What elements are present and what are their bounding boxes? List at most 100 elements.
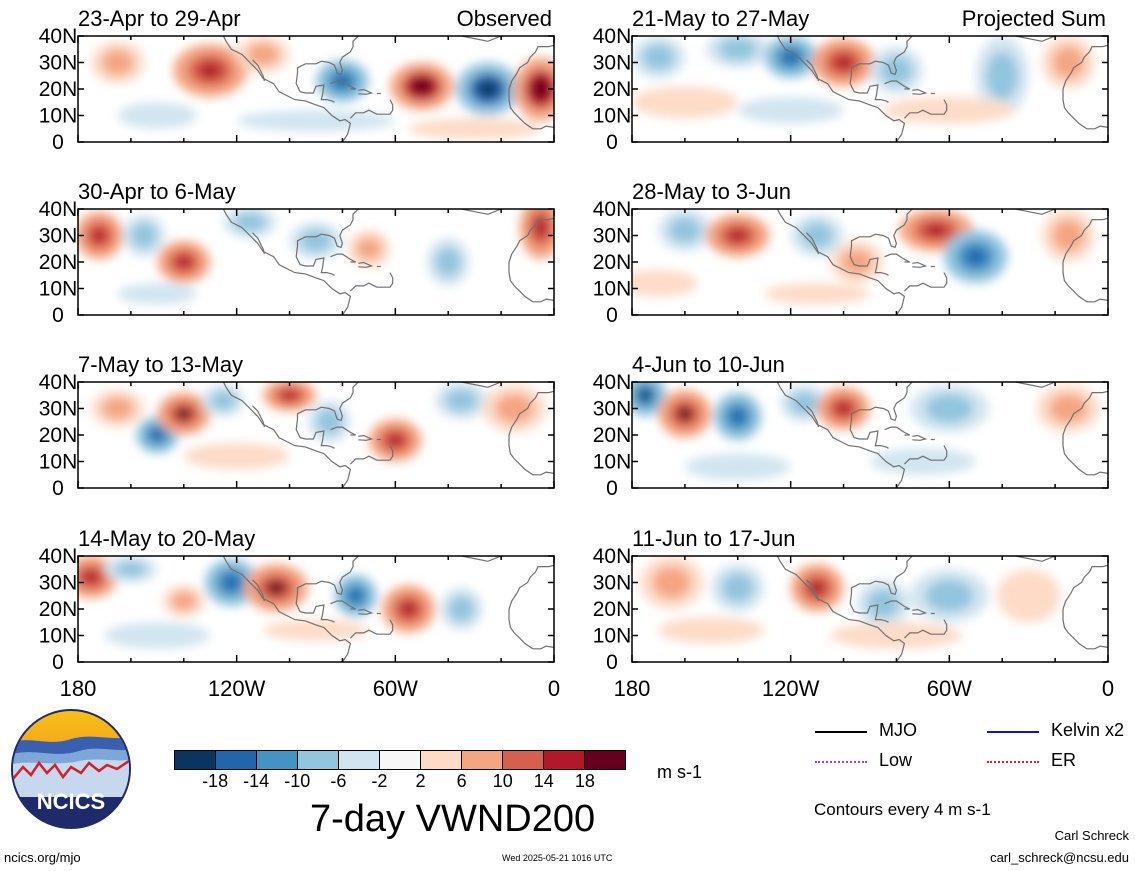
coastline bbox=[806, 579, 819, 602]
map-panel-p5: 40N 30N 20N 10N 0 7-May to 13-May bbox=[39, 352, 555, 500]
colorbar-tick-labels: -18 -14 -10 -6 -2 2 6 10 14 18 bbox=[174, 770, 626, 792]
anomaly-blob bbox=[925, 579, 974, 612]
coastline bbox=[903, 99, 948, 119]
colorbar-tick-label: -2 bbox=[371, 771, 388, 791]
anomaly-blob bbox=[986, 51, 1019, 100]
coastline bbox=[1015, 556, 1056, 562]
coastline bbox=[806, 232, 819, 255]
anomaly-blob bbox=[669, 217, 701, 243]
anomaly-blob bbox=[867, 589, 900, 619]
coastline bbox=[330, 80, 356, 90]
coastline bbox=[1062, 217, 1108, 263]
anomaly-blob bbox=[785, 287, 849, 301]
lat-tick-label: 10N bbox=[39, 278, 78, 301]
coastline bbox=[912, 88, 928, 95]
anomaly-blob bbox=[782, 50, 799, 64]
coastline bbox=[903, 619, 948, 639]
colorbar-tick-label: -18 bbox=[202, 771, 229, 791]
panel-date-label: 7-May to 13-May bbox=[78, 352, 243, 377]
lat-tick-label: 20N bbox=[593, 598, 632, 621]
anomaly-blob bbox=[316, 409, 342, 435]
map-panel-p6: 40N 30N 20N 10N 0 4-Jun to 10-Jun bbox=[593, 352, 1109, 500]
coastlines bbox=[776, 36, 1108, 142]
anomaly-blob bbox=[856, 627, 937, 644]
coastline bbox=[912, 434, 928, 441]
anomaly-blob bbox=[387, 433, 404, 447]
anomaly-blob bbox=[175, 255, 192, 269]
coastline bbox=[295, 419, 335, 449]
anomaly-blob bbox=[234, 212, 266, 232]
map-panel-p1: 40N 30N 20N 10N 0 23-Apr to 29-Apr Observed bbox=[39, 6, 555, 154]
coastline bbox=[912, 608, 928, 615]
lon-tick-label: 180 bbox=[614, 676, 651, 701]
lat-tick-label: 20N bbox=[39, 598, 78, 621]
colorbar-box bbox=[585, 751, 625, 769]
lat-tick-label: 0 bbox=[52, 651, 64, 674]
footer-email: carl_schreck@ncsu.edu bbox=[990, 850, 1129, 865]
anomaly-blob bbox=[891, 453, 955, 470]
map-panel-p2: 40N 30N 20N 10N 0 21-May to 27-May Projected S… bbox=[593, 6, 1109, 154]
anomaly-blob bbox=[266, 580, 286, 595]
coastline bbox=[252, 579, 265, 602]
anomaly-field bbox=[78, 209, 554, 305]
coastline bbox=[776, 209, 906, 315]
coastline bbox=[252, 405, 265, 428]
colorbar-tick-label: 18 bbox=[574, 771, 595, 791]
coastline bbox=[1015, 209, 1056, 215]
anomaly-blob bbox=[400, 601, 417, 617]
anomaly-blob bbox=[728, 229, 748, 242]
logo-text: NCICS bbox=[37, 789, 105, 814]
lon-tick-label: 120W bbox=[762, 676, 820, 701]
anomaly-field bbox=[78, 556, 483, 649]
lat-tick-label: 40N bbox=[593, 371, 632, 394]
coastline bbox=[849, 419, 889, 449]
lat-tick-label: 10N bbox=[39, 105, 78, 128]
map-panel-p7: 40N 30N 20N 10N 0 14-May to 20-May 180 120W 60W 0 bbox=[39, 526, 560, 701]
coastline bbox=[330, 253, 356, 263]
colorbar-units: m s-1 bbox=[657, 762, 702, 782]
coastline bbox=[508, 44, 554, 90]
legend-label-er: ER bbox=[1051, 750, 1077, 770]
coastline bbox=[461, 209, 502, 215]
colorbar-box bbox=[503, 751, 544, 769]
footer-url: ncics.org/mjo bbox=[4, 850, 81, 865]
colorbar-tick-label: 6 bbox=[456, 771, 467, 791]
anomaly-blob bbox=[204, 448, 269, 465]
coastline bbox=[776, 36, 906, 142]
lat-tick-label: 20N bbox=[593, 78, 632, 101]
lat-tick-label: 30N bbox=[593, 225, 632, 248]
anomaly-blob bbox=[1052, 46, 1085, 79]
lat-tick-label: 40N bbox=[39, 545, 78, 568]
anomaly-blob bbox=[653, 92, 717, 112]
panel-date-label: 21-May to 27-May bbox=[632, 6, 809, 31]
anomaly-blob bbox=[300, 229, 332, 252]
lat-tick-label: 40N bbox=[593, 198, 632, 221]
mjo-line-icon bbox=[815, 731, 867, 733]
coastline bbox=[849, 593, 889, 623]
lat-tick-label: 10N bbox=[593, 451, 632, 474]
lon-tick-label: 120W bbox=[208, 676, 266, 701]
anomaly-blob bbox=[758, 102, 823, 119]
anomaly-blob bbox=[534, 218, 548, 238]
coastline bbox=[349, 445, 394, 465]
coastline bbox=[849, 246, 889, 276]
lat-tick-label: 30N bbox=[39, 225, 78, 248]
colorbar-box bbox=[257, 751, 298, 769]
coastline bbox=[903, 445, 948, 465]
anomaly-blob bbox=[247, 43, 279, 66]
coastline bbox=[1062, 262, 1108, 303]
coastline bbox=[806, 59, 819, 82]
anomaly-blob bbox=[445, 389, 478, 412]
colorbar-box bbox=[216, 751, 257, 769]
lat-tick-label: 20N bbox=[39, 424, 78, 447]
anomaly-blob bbox=[652, 566, 691, 599]
panel-tag: Observed bbox=[457, 6, 552, 31]
anomaly-blob bbox=[721, 573, 754, 603]
legend-label-mjo: MJO bbox=[879, 720, 917, 740]
anomaly-blob bbox=[706, 458, 770, 475]
coastline bbox=[358, 261, 374, 268]
anomaly-field bbox=[632, 36, 1095, 124]
lat-tick-label: 20N bbox=[593, 251, 632, 274]
lat-tick-label: 0 bbox=[52, 477, 64, 500]
colorbar bbox=[174, 750, 626, 770]
